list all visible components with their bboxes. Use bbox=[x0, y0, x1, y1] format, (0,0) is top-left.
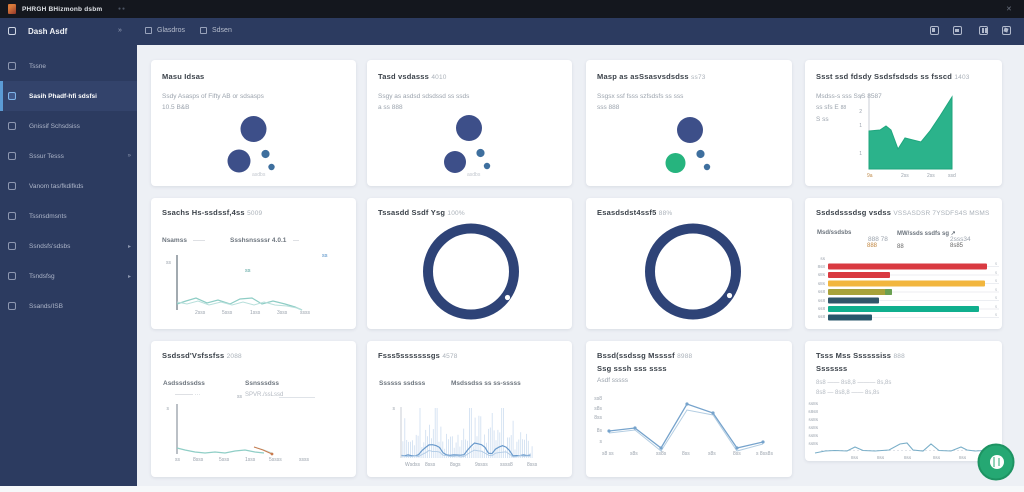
svg-text:s8 ss: s8 ss bbox=[602, 451, 614, 457]
svg-text:s 8ss8s: s 8ss8s bbox=[756, 451, 773, 457]
svg-text:8sss: 8sss bbox=[527, 462, 538, 468]
svg-text:8ss: 8ss bbox=[851, 455, 859, 460]
svg-text:s: s bbox=[995, 261, 997, 266]
svg-text:s8s8: s8s8 bbox=[808, 409, 818, 414]
svg-text:ss8s: ss8s bbox=[656, 451, 667, 457]
svg-text:s: s bbox=[995, 312, 997, 317]
svg-text:s: s bbox=[995, 304, 997, 309]
svg-text:1sss: 1sss bbox=[250, 310, 261, 316]
svg-text:ss: ss bbox=[820, 256, 825, 261]
svg-text:ss: ss bbox=[166, 260, 172, 266]
svg-text:2ss: 2ss bbox=[927, 173, 935, 179]
svg-text:s8s: s8s bbox=[630, 451, 638, 457]
svg-text:Wsdss: Wsdss bbox=[405, 462, 421, 468]
svg-text:ss: ss bbox=[175, 457, 181, 463]
svg-text:s: s bbox=[167, 406, 170, 412]
svg-text:8ss: 8ss bbox=[733, 451, 741, 457]
svg-text:5ssss: 5ssss bbox=[269, 457, 282, 463]
svg-text:ss8: ss8 bbox=[818, 289, 826, 294]
svg-text:8ss: 8ss bbox=[594, 415, 602, 421]
svg-text:ss8s: ss8s bbox=[809, 417, 819, 422]
svg-text:ss8: ss8 bbox=[818, 298, 826, 303]
svg-text:2: 2 bbox=[859, 109, 862, 115]
svg-text:ss8: ss8 bbox=[594, 396, 602, 402]
svg-text:s: s bbox=[995, 287, 997, 292]
svg-text:ss8s: ss8s bbox=[809, 401, 819, 406]
svg-text:s8s: s8s bbox=[818, 281, 826, 286]
svg-text:8sss: 8sss bbox=[193, 457, 204, 463]
svg-text:8sgs: 8sgs bbox=[450, 462, 461, 468]
svg-text:s: s bbox=[393, 406, 396, 412]
svg-text:1: 1 bbox=[859, 123, 862, 129]
svg-text:ssd: ssd bbox=[948, 173, 956, 179]
svg-text:9ssss: 9ssss bbox=[475, 462, 488, 468]
svg-text:7: 7 bbox=[859, 95, 862, 101]
svg-text:5sss: 5sss bbox=[219, 457, 230, 463]
svg-text:8ss: 8ss bbox=[933, 455, 941, 460]
svg-text:8ss: 8ss bbox=[959, 455, 967, 460]
svg-text:2sss: 2sss bbox=[195, 310, 206, 316]
svg-text:ss: ss bbox=[237, 394, 243, 400]
svg-text:ssss: ssss bbox=[300, 310, 311, 316]
svg-text:s: s bbox=[995, 278, 997, 283]
svg-text:ss8s: ss8s bbox=[809, 425, 819, 430]
svg-text:ss8: ss8 bbox=[818, 314, 826, 319]
svg-text:s: s bbox=[600, 439, 603, 445]
svg-text:1: 1 bbox=[859, 151, 862, 157]
svg-text:ss: ss bbox=[322, 253, 328, 259]
svg-text:ss8s: ss8s bbox=[809, 441, 819, 446]
svg-text:8ss: 8ss bbox=[877, 455, 885, 460]
svg-text:s8s: s8s bbox=[708, 451, 716, 457]
svg-text:ss8s: ss8s bbox=[809, 433, 819, 438]
svg-text:2ss: 2ss bbox=[901, 173, 909, 179]
svg-text:s: s bbox=[995, 270, 997, 275]
svg-text:5sss: 5sss bbox=[222, 310, 233, 316]
svg-text:s: s bbox=[995, 295, 997, 300]
svg-text:ss8: ss8 bbox=[818, 306, 826, 311]
svg-text:1sss: 1sss bbox=[245, 457, 256, 463]
svg-text:8s: 8s bbox=[597, 428, 603, 434]
svg-text:s8s: s8s bbox=[594, 406, 602, 412]
svg-text:s8s: s8s bbox=[818, 272, 826, 277]
svg-text:ssss: ssss bbox=[299, 457, 310, 463]
svg-text:ssss8: ssss8 bbox=[500, 462, 513, 468]
svg-text:8sss: 8sss bbox=[425, 462, 436, 468]
svg-text:8s8: 8s8 bbox=[818, 264, 826, 269]
svg-text:8ss: 8ss bbox=[682, 451, 690, 457]
svg-text:8ss: 8ss bbox=[904, 455, 912, 460]
svg-text:ss: ss bbox=[245, 268, 251, 274]
svg-text:asdbs: asdbs bbox=[467, 172, 481, 178]
svg-text:3sss: 3sss bbox=[277, 310, 288, 316]
svg-text:9a: 9a bbox=[867, 173, 873, 179]
svg-text:asdbs: asdbs bbox=[252, 172, 266, 178]
